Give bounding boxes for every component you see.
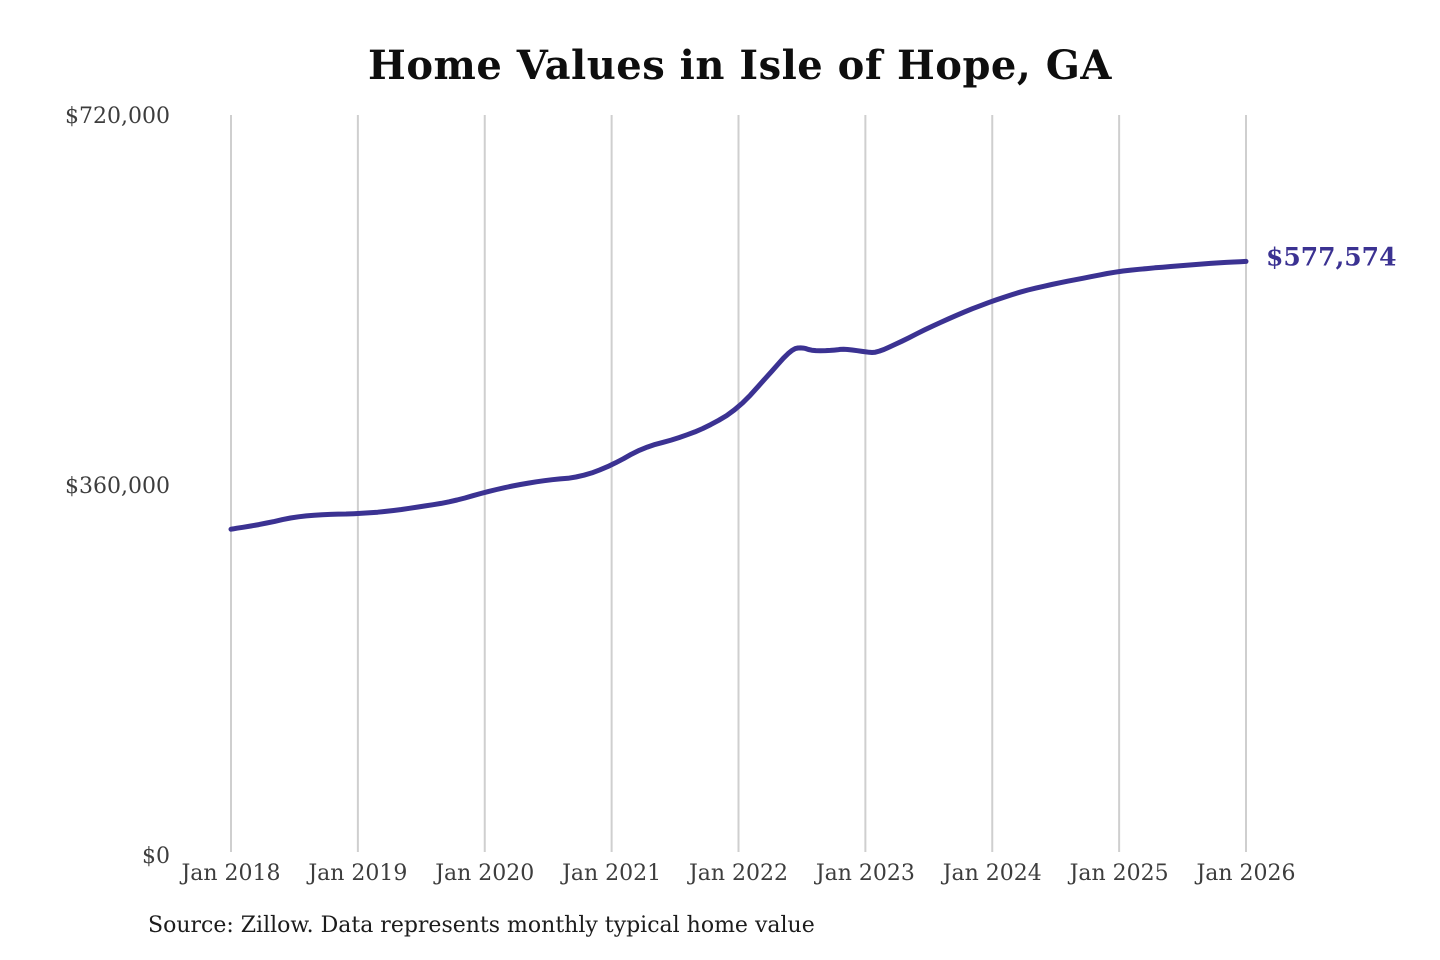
y-tick-label: $720,000 [65,104,170,129]
source-note: Source: Zillow. Data represents monthly … [148,913,815,938]
end-value-label: $577,574 [1266,242,1396,271]
x-tick-label: Jan 2020 [433,861,534,886]
x-tick-label: Jan 2022 [687,861,788,886]
y-tick-label: $0 [142,844,170,869]
x-tick-label: Jan 2024 [941,861,1042,886]
x-tick-label: Jan 2025 [1068,861,1169,886]
y-tick-label: $360,000 [65,474,170,499]
x-tick-label: Jan 2021 [560,861,661,886]
home-value-line [228,258,1249,532]
x-tick-label: Jan 2019 [306,861,407,886]
x-tick-label: Jan 2018 [179,861,280,886]
x-tick-label: Jan 2026 [1194,861,1295,886]
x-tick-label: Jan 2023 [814,861,915,886]
chart-title: Home Values in Isle of Hope, GA [368,42,1112,89]
